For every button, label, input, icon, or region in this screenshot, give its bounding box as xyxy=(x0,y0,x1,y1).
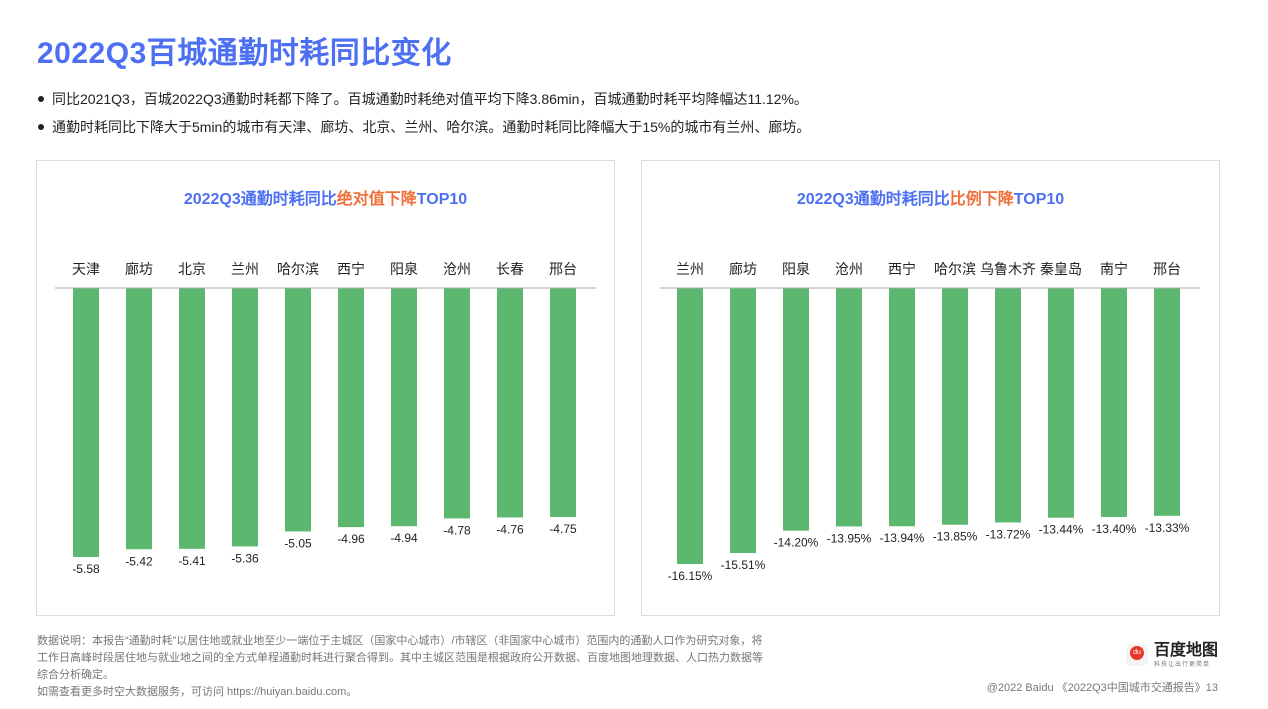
bar xyxy=(338,288,364,528)
category-label: 沧州 xyxy=(835,261,863,277)
category-label: 西宁 xyxy=(337,261,365,277)
category-label: 兰州 xyxy=(676,261,704,277)
note-line: 综合分析确定。 xyxy=(37,669,114,681)
category-label: 乌鲁木齐 xyxy=(980,261,1036,277)
data-label: -4.78 xyxy=(443,523,471,537)
data-label: -4.76 xyxy=(496,522,524,536)
data-label: -13.72% xyxy=(986,527,1031,541)
data-label: -4.75 xyxy=(549,522,577,536)
category-label: 哈尔滨 xyxy=(934,261,976,277)
category-label: 秦皇岛 xyxy=(1040,261,1082,277)
bar xyxy=(285,288,311,532)
data-label: -13.40% xyxy=(1092,522,1137,536)
note-line: 如需查看更多时空大数据服务，可访问 https://huiyan.baidu.c… xyxy=(37,686,358,698)
note-line: 工作日高峰时段居住地与就业地之间的全方式单程通勤时耗进行聚合得到。其中主城区范围… xyxy=(37,652,763,664)
category-label: 廊坊 xyxy=(125,261,153,277)
summary-bullet: 通勤时耗同比下降大于5min的城市有天津、廊坊、北京、兰州、哈尔滨。通勤时耗同比… xyxy=(38,117,810,137)
category-label: 哈尔滨 xyxy=(277,261,319,277)
data-label: -13.44% xyxy=(1039,523,1084,537)
data-note: 数据说明：本报告“通勤时耗”以居住地或就业地至少一端位于主城区（国家中心城市）/… xyxy=(37,633,797,701)
category-label: 北京 xyxy=(178,261,206,277)
data-label: -13.94% xyxy=(880,531,925,545)
bar xyxy=(730,288,756,554)
page-title: 2022Q3百城通勤时耗同比变化 xyxy=(37,37,452,70)
bar xyxy=(942,288,968,525)
data-label: -5.42 xyxy=(125,554,153,568)
data-label: -4.96 xyxy=(337,532,365,546)
category-label: 阳泉 xyxy=(390,261,418,277)
logo-text: 百度地图 xyxy=(1154,642,1219,659)
data-label: -5.05 xyxy=(284,536,312,550)
map-pin-icon xyxy=(1126,644,1148,666)
bar xyxy=(179,288,205,549)
category-label: 邢台 xyxy=(549,261,577,277)
data-label: -5.58 xyxy=(72,562,100,576)
category-label: 阳泉 xyxy=(782,261,810,277)
bar xyxy=(1154,288,1180,516)
data-label: -13.85% xyxy=(933,530,978,544)
category-label: 长春 xyxy=(496,261,524,277)
bar xyxy=(1048,288,1074,518)
summary-bullet: 同比2021Q3，百城2022Q3通勤时耗都下降了。百城通勤时耗绝对值平均下降3… xyxy=(38,89,808,109)
category-label: 兰州 xyxy=(231,261,259,277)
data-label: -4.94 xyxy=(390,531,418,545)
chart-title-ratio: 2022Q3通勤时耗同比比例下降TOP10 xyxy=(796,191,1065,208)
bar xyxy=(677,288,703,564)
bar xyxy=(391,288,417,527)
category-label: 西宁 xyxy=(888,261,916,277)
category-label: 天津 xyxy=(72,261,100,277)
note-line: 数据说明：本报告“通勤时耗”以居住地或就业地至少一端位于主城区（国家中心城市）/… xyxy=(37,635,763,647)
category-label: 沧州 xyxy=(443,261,471,277)
bar xyxy=(550,288,576,517)
data-label: -15.51% xyxy=(721,558,766,572)
category-label: 廊坊 xyxy=(729,261,757,277)
bar xyxy=(836,288,862,527)
bar xyxy=(73,288,99,557)
bar xyxy=(995,288,1021,523)
chart-panel-absolute xyxy=(36,160,615,616)
data-label: -14.20% xyxy=(774,536,819,550)
bar xyxy=(444,288,470,519)
chart-panel-ratio xyxy=(641,160,1220,616)
data-label: -13.95% xyxy=(827,531,872,545)
bar xyxy=(889,288,915,527)
bar xyxy=(126,288,152,550)
bar xyxy=(1101,288,1127,518)
data-label: -5.36 xyxy=(231,551,259,565)
copyright: @2022 Baidu 《2022Q3中国城市交通报告》13 xyxy=(986,682,1218,694)
chart-title-absolute: 2022Q3通勤时耗同比绝对值下降TOP10 xyxy=(183,191,468,208)
data-label: -13.33% xyxy=(1145,521,1190,535)
logo-slogan: 科技让出行更简单 xyxy=(1154,662,1211,668)
bar xyxy=(783,288,809,531)
category-label: 邢台 xyxy=(1153,261,1181,277)
bar xyxy=(497,288,523,518)
data-label: -5.41 xyxy=(178,554,206,568)
bar xyxy=(232,288,258,547)
data-label: -16.15% xyxy=(668,569,713,583)
category-label: 南宁 xyxy=(1100,261,1128,277)
